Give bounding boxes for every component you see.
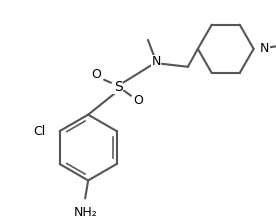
Text: S: S [114, 80, 123, 94]
Text: NH₂: NH₂ [73, 206, 97, 219]
Text: N: N [151, 55, 161, 68]
Text: O: O [91, 68, 101, 81]
Text: N: N [260, 42, 269, 55]
Text: O: O [133, 94, 143, 107]
Text: Cl: Cl [33, 125, 46, 138]
